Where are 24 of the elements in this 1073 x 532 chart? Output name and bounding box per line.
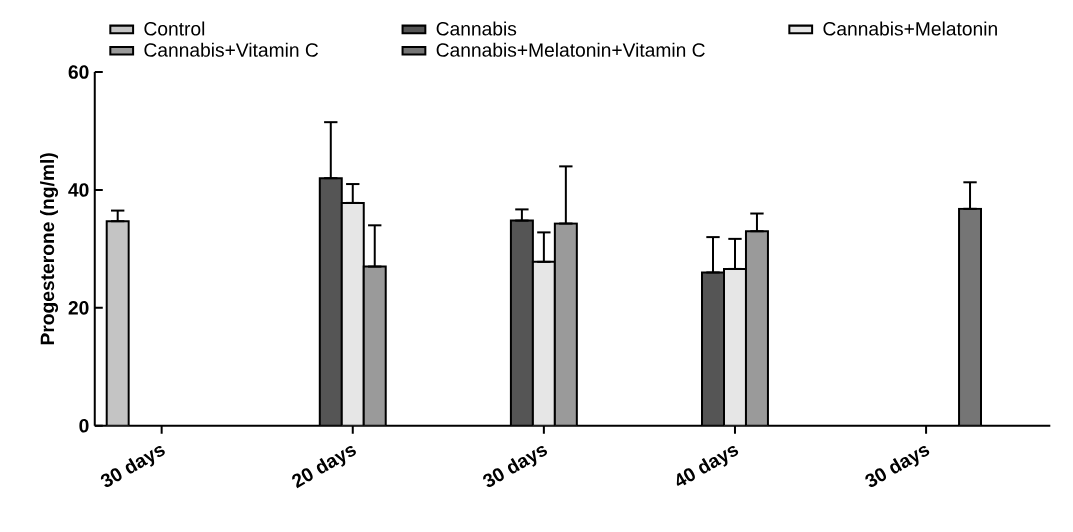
legend-label: Cannabis+Vitamin C bbox=[144, 42, 319, 57]
y-tick-label: 20 bbox=[68, 300, 89, 315]
legend-label: Cannabis+Melatonin bbox=[823, 21, 997, 36]
bar bbox=[722, 267, 747, 426]
bar bbox=[554, 223, 577, 426]
x-tick-label: 20 days bbox=[292, 445, 356, 488]
x-tick-label: 30 days bbox=[483, 445, 548, 487]
bar bbox=[532, 261, 555, 426]
bar bbox=[319, 177, 342, 426]
bar bbox=[510, 220, 533, 426]
bar bbox=[701, 271, 725, 426]
bar bbox=[363, 266, 386, 426]
x-tick-label: 40 days bbox=[676, 445, 739, 486]
legend-label: Cannabis bbox=[436, 21, 517, 36]
y-tick-label: 60 bbox=[68, 65, 89, 79]
legend-label: Cannabis+Melatonin+Vitamin C bbox=[436, 42, 705, 57]
x-tick-label: 30 days bbox=[100, 445, 165, 487]
y-axis-title: Progesterone (ng/ml) bbox=[40, 153, 59, 345]
x-tick-label: 30 days bbox=[865, 445, 930, 487]
legend-label: Control bbox=[144, 21, 205, 36]
y-tick-label: 0 bbox=[79, 418, 89, 433]
bar bbox=[341, 202, 364, 426]
y-tick-label: 40 bbox=[68, 182, 89, 197]
bar bbox=[744, 229, 769, 426]
